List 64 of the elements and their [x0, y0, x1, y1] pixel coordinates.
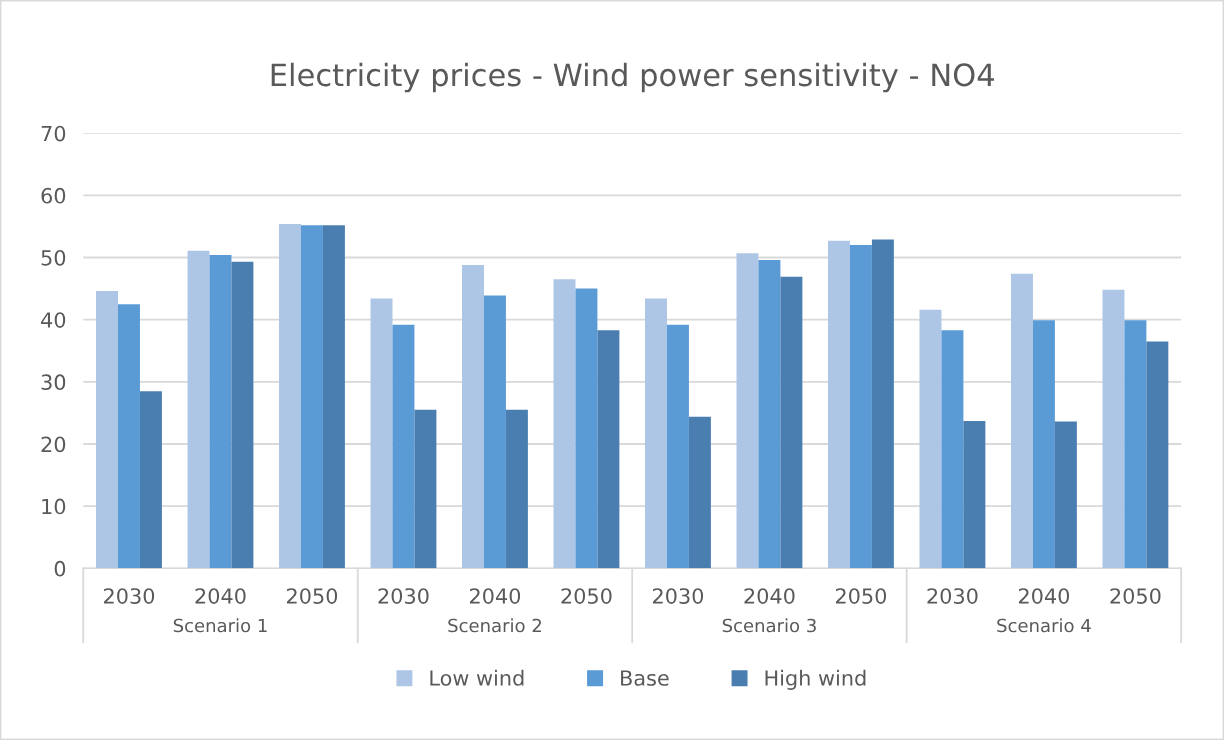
- bar: [553, 279, 576, 569]
- x-tick-label: 2050: [561, 588, 612, 604]
- bar: [462, 264, 484, 569]
- text: Scenario 4: [997, 618, 1091, 633]
- bar: [963, 421, 986, 569]
- x-tick-label: 2050: [835, 588, 887, 604]
- x-tick-label: 2040: [1018, 588, 1070, 604]
- y-tick-label: 60: [41, 187, 66, 204]
- bar: [736, 253, 759, 569]
- x-tick-label: 2030: [652, 588, 704, 604]
- bar: [645, 298, 667, 569]
- bar: [1054, 421, 1077, 569]
- x-tick-label: 2050: [286, 588, 338, 604]
- x-tick-label: 2030: [378, 588, 429, 604]
- text: Scenario 1: [173, 618, 267, 633]
- bar: [505, 409, 528, 569]
- bar: [279, 223, 301, 569]
- bar: [1146, 341, 1169, 569]
- x-tick-label: 2040: [744, 588, 795, 604]
- x-tick-label: 2030: [927, 588, 978, 604]
- bar: [483, 295, 506, 569]
- y-tick-label: 20: [41, 436, 66, 453]
- legend-label: High wind: [765, 669, 866, 690]
- y-tick-label: 10: [42, 498, 66, 515]
- y-tick-label: 40: [41, 312, 66, 328]
- bar: [392, 324, 415, 569]
- bar: [1124, 320, 1147, 569]
- bar: [575, 288, 598, 569]
- text: Scenario 2: [448, 618, 541, 633]
- bar: [139, 391, 162, 569]
- bar: [849, 245, 872, 569]
- bar: [1102, 289, 1125, 569]
- bar: [209, 255, 232, 569]
- bar: [118, 304, 140, 569]
- chart-title: Electricity prices - Wind power sensitivity - NO4: [271, 62, 994, 93]
- bar: [597, 330, 620, 569]
- x-tick-label: 2040: [195, 588, 246, 604]
- bar: [1032, 320, 1055, 569]
- bar: [231, 261, 254, 569]
- bar: [666, 324, 689, 569]
- bar: [780, 276, 803, 569]
- bar: [688, 416, 711, 569]
- bar: [96, 291, 118, 569]
- bar: [187, 250, 210, 569]
- y-tick-label: 50: [41, 249, 66, 266]
- x-tick-label: 2050: [1110, 588, 1161, 604]
- bar: [827, 240, 850, 569]
- x-tick-label: 2030: [104, 588, 155, 604]
- bar: [941, 330, 964, 569]
- bar: [1010, 273, 1033, 569]
- legend-label: Base: [621, 670, 669, 686]
- text: Scenario 3: [722, 618, 816, 633]
- bar: [758, 260, 781, 569]
- bar: [322, 225, 345, 569]
- x-tick-label: 2040: [469, 588, 521, 604]
- legend-label: Low wind: [430, 669, 524, 686]
- y-tick-label: 70: [41, 125, 66, 142]
- y-tick-label: 30: [41, 374, 66, 391]
- bar: [919, 309, 942, 569]
- bar: [871, 239, 894, 569]
- bar: [370, 298, 393, 569]
- bar: [300, 225, 323, 569]
- y-tick-label: 0: [54, 560, 66, 577]
- bar: [414, 409, 437, 569]
